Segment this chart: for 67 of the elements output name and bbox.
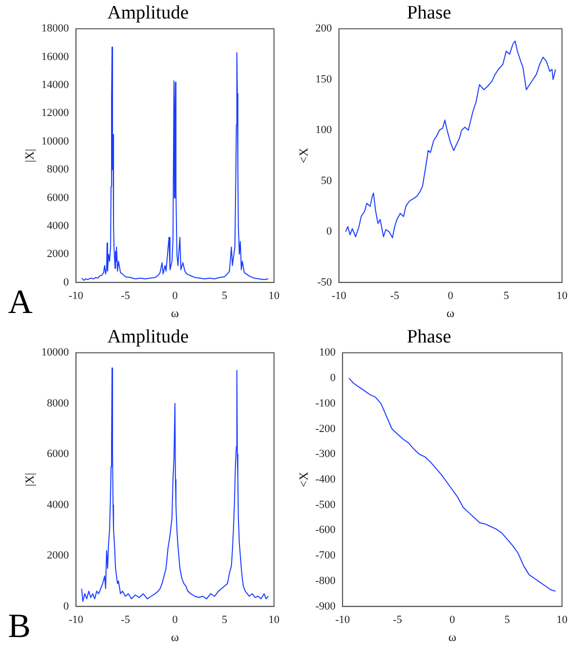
x-axis-title: ω [170,306,179,320]
y-tick-label: -50 [317,276,332,288]
y-tick-label: -200 [315,422,336,435]
x-tick-label: 5 [504,614,510,626]
y-tick-label: -800 [315,574,336,587]
text: A [8,284,33,321]
x-tick-label: 5 [222,290,228,302]
y-tick-label: 200 [315,22,332,35]
y-tick-label: 6000 [46,192,70,204]
y-tick-label: 6000 [46,448,70,460]
y-tick-label: 2000 [46,550,70,562]
y-tick-label: 12000 [41,107,70,120]
y-tick-label: 0 [63,276,70,288]
x-axis-title: ω [446,306,454,320]
x-tick-label: 10 [556,614,568,626]
x-tick-label: 5 [503,290,510,302]
y-tick-label: -400 [315,473,336,486]
x-tick-label: -5 [120,614,130,626]
y-tick-label: 4000 [46,498,70,511]
y-axis-title: <X [296,148,310,164]
x-tick-label: 0 [172,614,178,626]
y-tick-label: -900 [315,600,336,612]
chart-title: Amplitude [107,2,189,24]
y-tick-label: 16000 [41,50,70,63]
y-tick-label: 4000 [46,220,70,232]
y-tick-label: 18000 [41,22,70,35]
x-tick-label: 5 [222,614,228,626]
x-tick-label: -5 [390,290,400,302]
x-tick-label: 0 [450,614,456,626]
y-tick-label: -600 [315,524,336,536]
y-tick-label: 150 [315,73,332,86]
y-tick-label: 0 [330,372,336,384]
chart-title: Amplitude [107,326,189,348]
x-tick-label: 0 [172,290,178,302]
y-tick-label: -700 [315,550,336,562]
y-axis-title: |X| [22,148,36,162]
y-tick-label: -300 [315,448,336,460]
y-tick-label: -100 [315,397,336,410]
x-tick-label: -10 [335,614,350,626]
x-tick-label: -5 [392,614,402,626]
y-tick-label: 100 [315,124,332,136]
x-axis-title: ω [170,630,179,644]
x-tick-label: 0 [448,290,454,302]
x-tick-label: -10 [68,614,84,626]
x-tick-label: 10 [268,614,280,626]
y-tick-label: 0 [63,600,70,612]
y-tick-label: 10000 [41,135,70,148]
y-tick-label: 14000 [41,79,70,92]
y-axis-title: <X [296,472,310,488]
y-tick-label: 50 [320,174,332,187]
x-tick-label: 10 [268,290,280,302]
x-tick-label: 10 [556,290,568,302]
y-tick-label: 10000 [41,346,70,359]
x-tick-label: -10 [68,290,84,302]
y-axis-title: |X| [22,472,36,486]
y-tick-label: 8000 [46,397,70,410]
x-tick-label: -5 [120,290,130,302]
y-tick-label: 2000 [46,248,70,260]
chart-title: Phase [406,2,452,24]
y-tick-label: -500 [315,498,336,511]
y-tick-label: 0 [326,226,332,238]
chart-title: Phase [406,326,452,348]
y-tick-label: 8000 [46,164,70,176]
y-tick-label: 100 [319,346,336,359]
x-tick-label: -10 [332,290,347,302]
text: B [8,608,31,645]
x-axis-title: ω [448,630,456,644]
